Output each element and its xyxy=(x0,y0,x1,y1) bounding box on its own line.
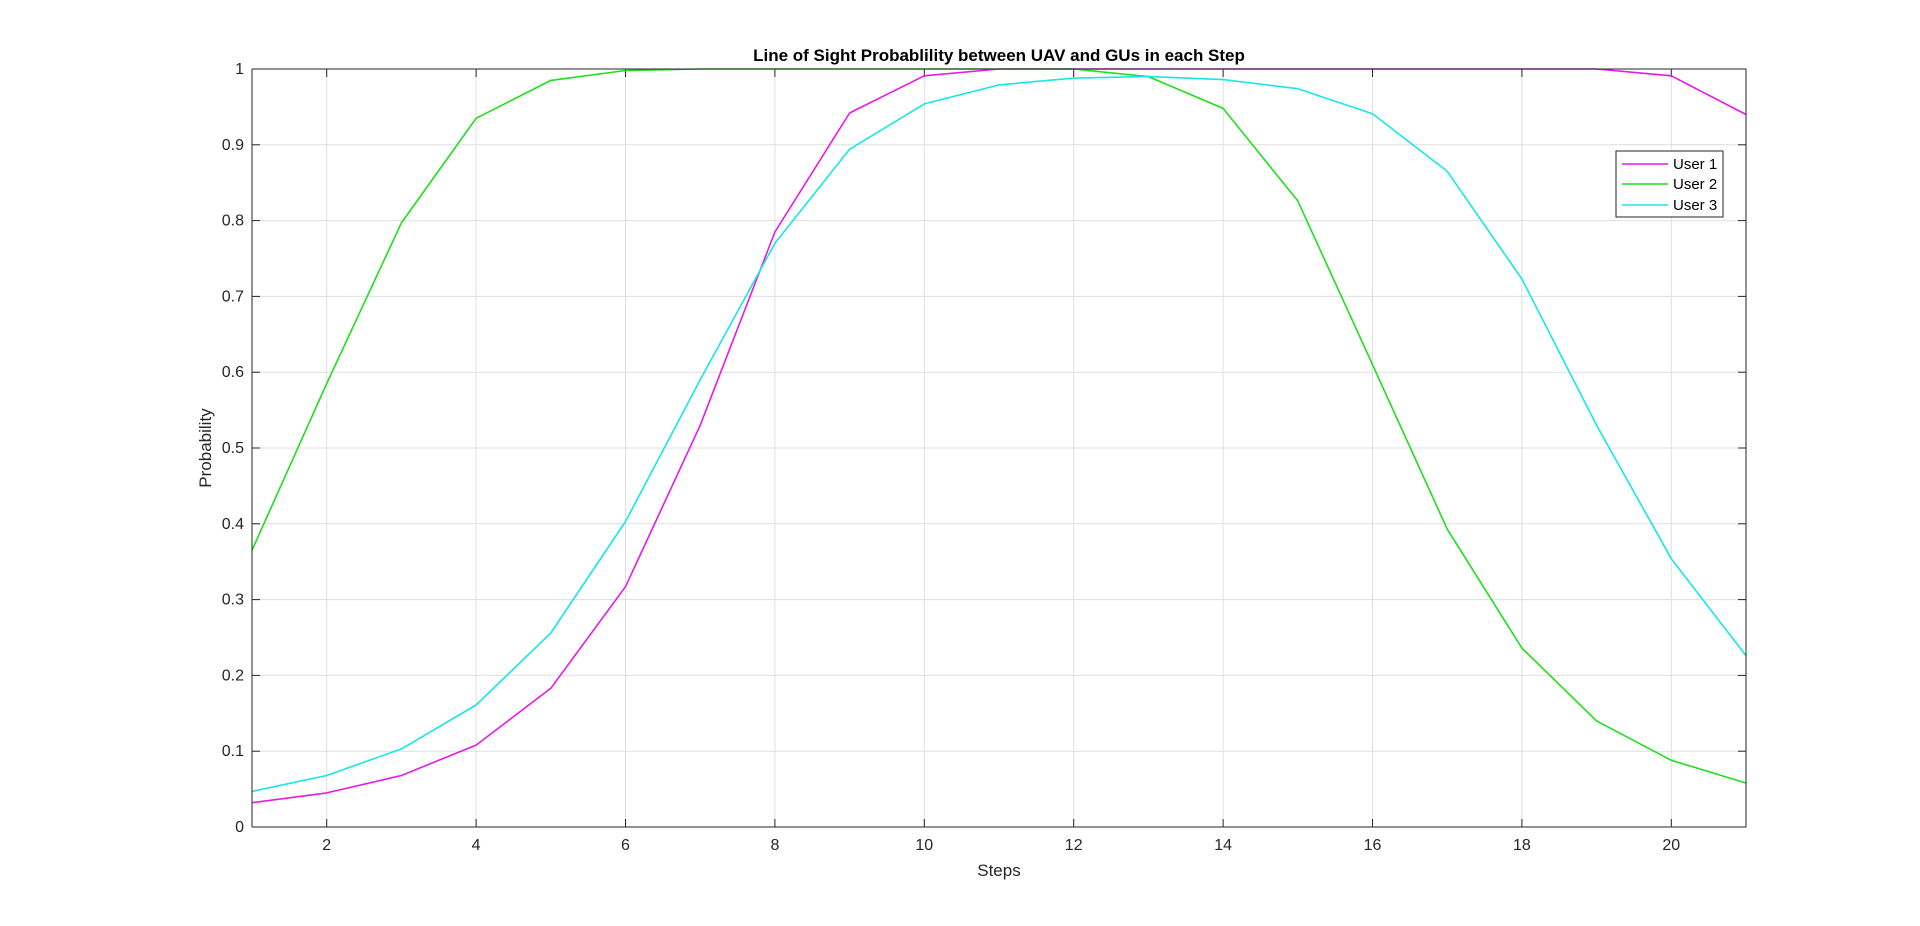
x-tick-label: 12 xyxy=(1065,837,1083,854)
series-line-user-3 xyxy=(251,75,1747,793)
x-axis-label: Steps xyxy=(977,861,1020,880)
x-tick-label: 4 xyxy=(472,837,481,854)
y-tick-label: 0.6 xyxy=(222,364,244,381)
tick-labels: 2 4 6 8 10 12 14 16 18 20 0 0.1 0.2 0.3 0.4 0.5 0.6 0.7 0.… xyxy=(222,61,1681,854)
y-tick-label: 0.1 xyxy=(222,743,244,760)
y-tick-label: 0.4 xyxy=(222,516,244,533)
x-tick-label: 20 xyxy=(1662,837,1680,854)
x-tick-label: 16 xyxy=(1364,837,1382,854)
legend-label-user-1: User 1 xyxy=(1673,156,1717,173)
x-tick-label: 14 xyxy=(1214,837,1232,854)
x-tick-label: 8 xyxy=(770,837,779,854)
y-tick-label: 0.3 xyxy=(222,592,244,609)
y-tick-label: 0.5 xyxy=(222,440,244,457)
legend: User 1 User 2 User 3 xyxy=(1615,150,1724,218)
y-tick-label: 0.2 xyxy=(222,667,244,684)
y-tick-label: 0.8 xyxy=(222,213,244,230)
legend-label-user-3: User 3 xyxy=(1673,197,1717,214)
plot-frame xyxy=(251,68,1747,828)
y-tick-label: 0.7 xyxy=(222,288,244,305)
x-tick-label: 2 xyxy=(322,837,331,854)
x-tick-label: 18 xyxy=(1513,837,1531,854)
y-tick-label: 1 xyxy=(235,61,244,78)
y-tick-label: 0 xyxy=(235,819,244,836)
y-axis-label: Probability xyxy=(196,408,215,488)
x-tick-label: 6 xyxy=(621,837,630,854)
x-tick-label: 10 xyxy=(915,837,933,854)
chart-title: Line of Sight Probablility between UAV a… xyxy=(753,46,1245,65)
legend-label-user-2: User 2 xyxy=(1673,176,1717,193)
y-tick-label: 0.9 xyxy=(222,137,244,154)
